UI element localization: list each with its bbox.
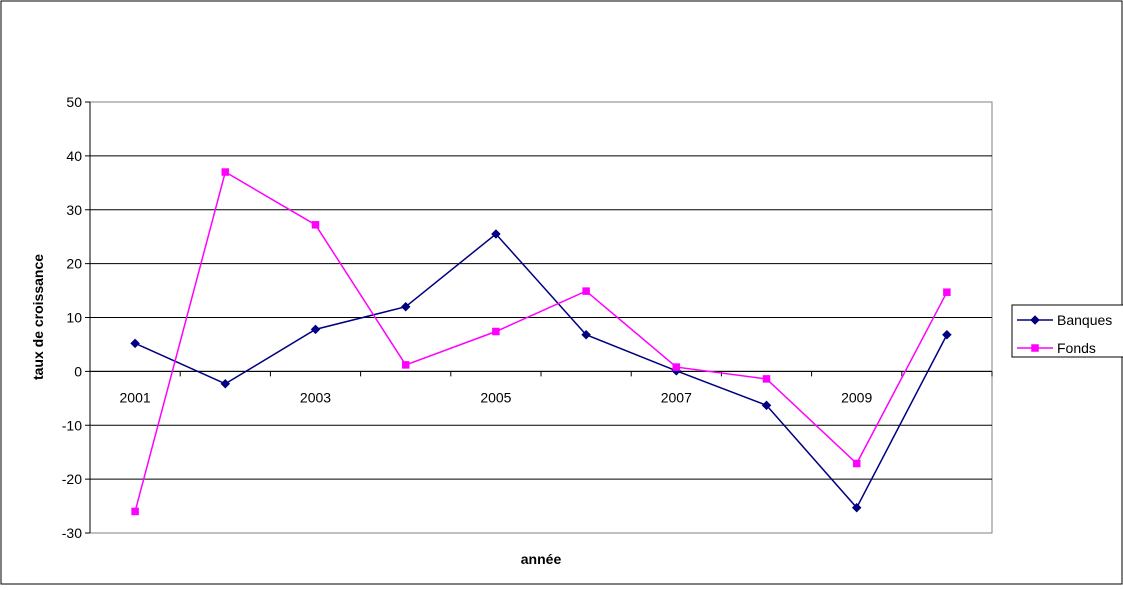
data-point-banques (220, 378, 231, 389)
data-point-fonds (582, 287, 590, 295)
series-line-fonds (134, 170, 948, 512)
data-point-fonds (401, 361, 410, 369)
x-tick-label: 2005 (480, 389, 511, 405)
y-tick-label: -10 (62, 417, 82, 433)
data-point-fonds (221, 168, 230, 176)
x-tick-label: 2007 (661, 389, 692, 405)
x-axis: 2001 2003 2005 2007 2009 (89, 370, 993, 405)
data-point-fonds (672, 363, 681, 371)
data-point-banques (761, 400, 772, 411)
y-tick-label: 40 (66, 148, 82, 164)
legend-marker-banques (1030, 315, 1040, 325)
legend-label-banques: Banques (1057, 312, 1112, 328)
y-tick-label: -20 (62, 471, 82, 487)
data-point-banques (942, 329, 952, 340)
legend-label-fonds: Fonds (1057, 340, 1096, 356)
series-fonds (131, 168, 951, 516)
y-tick-label: 30 (66, 202, 82, 218)
data-point-fonds (311, 221, 320, 229)
y-axis-title: taux de croissance (30, 254, 46, 380)
y-tick-label: 50 (66, 94, 82, 110)
y-tick-label: -30 (62, 525, 82, 541)
legend-marker-fonds (1031, 344, 1039, 352)
data-point-fonds (131, 507, 139, 516)
x-tick-label: 2001 (120, 389, 151, 405)
data-point-banques (310, 324, 321, 335)
data-point-banques (130, 338, 140, 349)
data-point-fonds (943, 288, 951, 296)
data-point-fonds (852, 459, 861, 468)
legend: Banques Fonds (1011, 304, 1123, 358)
data-point-fonds (492, 327, 500, 336)
x-tick-label: 2009 (841, 389, 872, 405)
data-point-fonds (762, 375, 771, 383)
y-tick-label: 0 (74, 363, 82, 379)
series-banques (130, 229, 952, 513)
data-point-banques (400, 301, 411, 312)
data-point-banques (581, 329, 591, 340)
data-point-banques (491, 229, 501, 239)
x-tick-label: 2003 (300, 389, 331, 405)
series-layer (130, 168, 952, 516)
x-axis-title: année (521, 551, 562, 567)
series-line-banques (134, 232, 948, 509)
data-point-banques (851, 502, 862, 513)
y-tick-label: 10 (66, 310, 82, 326)
y-tick-label: 20 (66, 256, 82, 272)
y-axis: -30 -20 -10 0 10 20 30 40 50 (62, 94, 91, 541)
